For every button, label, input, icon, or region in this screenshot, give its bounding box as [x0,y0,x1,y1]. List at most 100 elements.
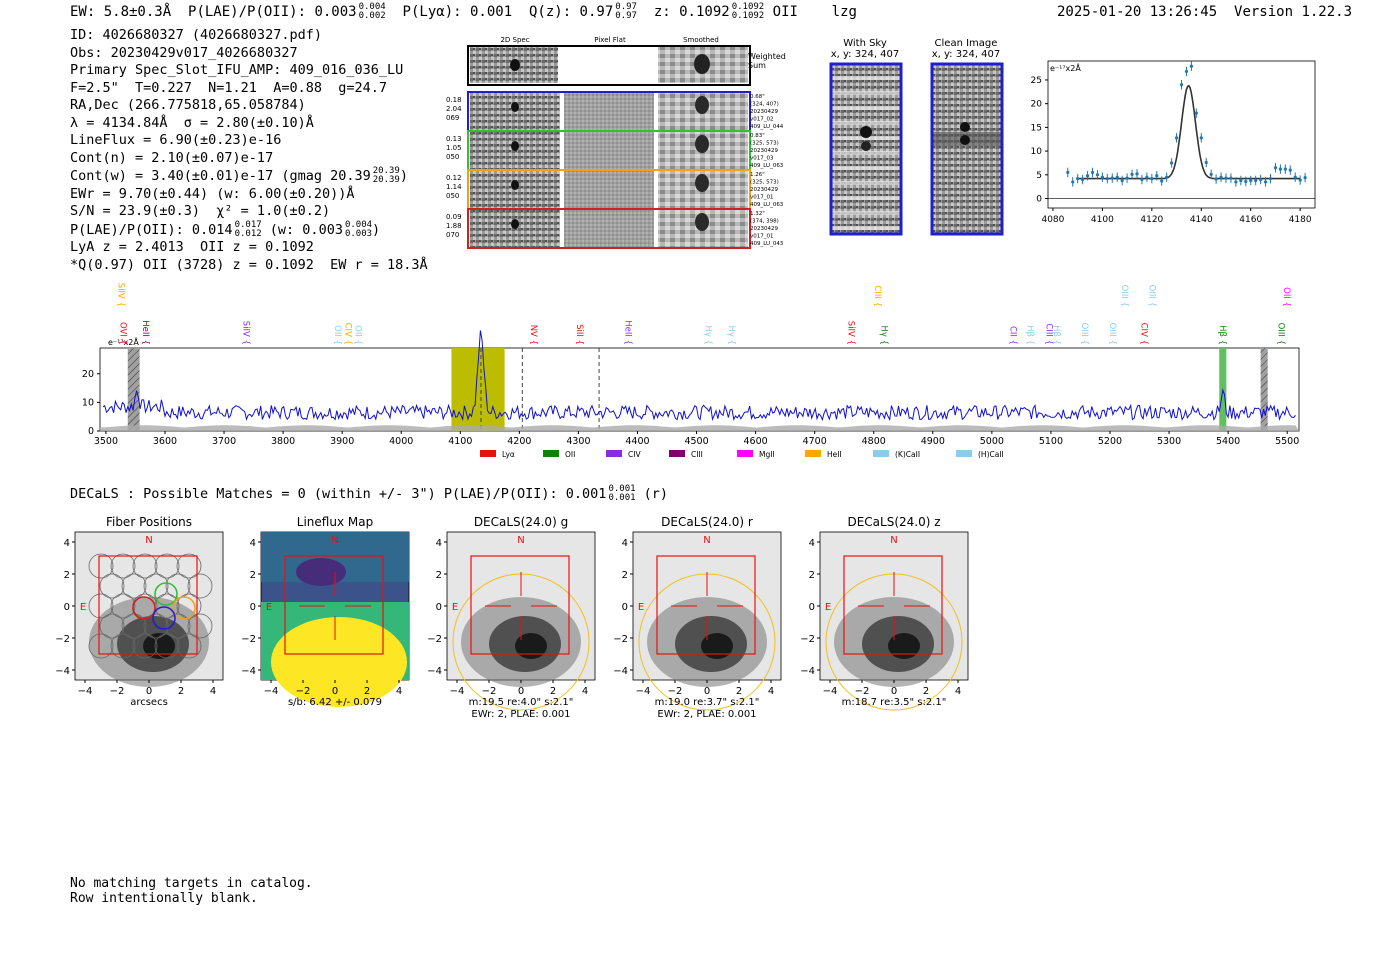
decals-caption: arcsecs [130,697,168,708]
decals-xtick-label: 2 [736,686,742,697]
zoom-data-point [1244,179,1248,184]
line-mark-bottom: OII { [332,325,342,345]
cutout-right-value: 409_LU_044 [750,124,784,130]
decals-ytick-label: 2 [250,570,256,581]
full-hatched-region [1260,348,1268,431]
legend-label: OII [565,450,575,459]
fiber-circle [110,593,136,619]
decals-panel: Lineflux Map N E 4 2 0 −2 −4 −4 −2 0 2 4 s/b: 6.42 +/… [241,515,410,708]
cutout-left-value: 0.12 [446,174,462,182]
cutout-left-value: 1.88 [446,222,462,230]
galaxy-center [143,633,175,659]
zoom-data-point [1239,178,1243,183]
cutout-right-value: 409_LU_063 [750,202,784,208]
decals-xtick-label: 0 [704,686,710,697]
header-z: z: 0.1092 [653,4,730,20]
fiber-circle [176,553,202,579]
zoom-data-point [1135,172,1139,176]
full-xtick-label: 3800 [271,436,295,447]
zoom-data-point [1165,175,1169,179]
full-xtick-label: 4000 [389,436,413,447]
legend-label: MgII [759,450,775,459]
decals-ytick-label: 0 [436,602,442,613]
line-mark-bottom: CIV { [1138,323,1148,345]
cutout-header-smoothed: Smoothed [683,36,719,44]
zoom-data-point [1254,178,1258,183]
header-right: 2025-01-20 13:26:45 Version 1.22.3 [1057,4,1352,20]
line-mark-bottom: OVI { [118,322,128,345]
line-mark-label: Hβ { [1051,325,1061,345]
fiber-circle [132,553,158,579]
decals-xtick-label: −2 [855,686,870,697]
weighted-sum-row: Weighted Sum [467,45,786,86]
line-mark-label: CII { [1008,326,1018,345]
search-box [656,555,756,655]
line-mark-label: SiIV { [845,321,855,345]
lineflux-region [271,617,407,707]
decals-panel: Fiber Positions N E 4 2 0 −2 −4 −4 −2 0 2 4 arcsecs [55,515,224,708]
decals-ytick-label: −2 [241,634,256,645]
decals-ytick-label: 4 [809,538,815,549]
with-sky-image [829,62,903,236]
fiber-red [132,596,156,620]
cutout-right-value: 1.26" [750,172,765,178]
footer: No matching targets in catalog. Row inte… [70,876,313,906]
sky-stripe [831,211,901,215]
decals-xtick-label: −4 [450,686,465,697]
zoom-data-point [1214,177,1218,181]
cutout-source [511,180,519,190]
zoom-xtick-label: 4140 [1190,215,1213,225]
line-mark-label: Hγ { [878,325,888,345]
line-mark-label: OIII { [1147,285,1157,307]
line-mark-bottom: Hβ { [1051,325,1061,345]
cutout-right-value: 409_LU_063 [750,163,784,169]
zoom-data-point [1298,178,1302,182]
zoom-data-point [1160,179,1164,183]
decals-xtick-label: −4 [78,686,93,697]
north-label: N [890,535,897,546]
info-contn: Cont(n) = 2.10(±0.07)e-17 [70,149,274,166]
info-contw: Cont(w) = 3.40(±0.01)e-17 (gmag 20.39 20.… [70,166,408,185]
line-mark-label: HeII { [140,320,150,345]
zoom-data-point [1209,172,1213,176]
decals-ytick-label: 2 [64,570,70,581]
line-mark-label: Hγ { [726,325,736,345]
line-mark-label: OIII { [1079,323,1089,345]
full-xtick-label: 5100 [1039,436,1063,447]
with-sky-title: With Sky x, y: 324, 407 [830,38,900,60]
sky-stripe [831,196,901,200]
decals-caption: m:19.5 re:4.0" s:2.1" [469,697,574,708]
zoom-data-point [1066,170,1070,175]
decals-xtick-label: 0 [891,686,897,697]
decals-caption: EWr: 2, PLAE: 0.001 [657,709,756,720]
zoom-data-point [1293,175,1297,179]
sky-stripe [831,106,901,110]
line-mark-bottom: CIII { [1044,323,1054,345]
decals-panels: Fiber Positions N E 4 2 0 −2 −4 −4 −2 0 2 4 arcsecs Li… [55,515,969,720]
cutout-source [511,102,519,112]
line-mark-label: Hγ { [702,325,712,345]
east-label: E [452,602,458,613]
decals-xtick-label: −4 [823,686,838,697]
decals-ytick-label: −4 [55,666,70,677]
fiber-circle [143,613,169,639]
decals-ytick-label: −4 [427,666,442,677]
line-mark-bottom: OIII { [1107,323,1117,345]
cutout-pixelflat [564,171,654,208]
full-ytick-label: 10 [82,397,94,408]
clean-image-title: Clean Image x, y: 324, 407 [931,38,1001,60]
header-flag: lzg [831,4,857,20]
sky-stripe [831,76,901,80]
east-label: E [80,602,86,613]
decals-ytick-label: −2 [800,634,815,645]
line-mark-label: CIII { [872,285,882,307]
decals-caption: EWr: 2, PLAE: 0.001 [471,709,570,720]
sky-stripe [831,121,901,125]
full-ytick-label: 0 [88,426,94,437]
decals-ytick-label: −4 [800,666,815,677]
fiber-circle [154,553,180,579]
line-mark-label: OIII { [1119,285,1129,307]
